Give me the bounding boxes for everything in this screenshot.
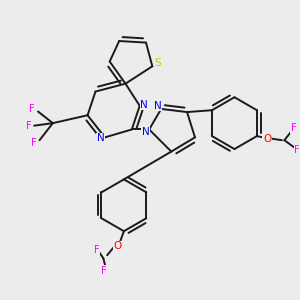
Text: S: S [155,58,161,68]
Text: F: F [291,123,297,133]
Text: F: F [31,138,37,148]
Text: F: F [294,145,300,155]
Text: F: F [101,266,107,276]
Text: O: O [263,134,271,144]
Text: N: N [142,127,149,137]
Text: N: N [97,133,104,143]
Text: F: F [29,104,35,114]
Text: N: N [154,101,161,111]
Text: F: F [26,121,31,131]
Text: F: F [94,244,99,254]
Text: O: O [113,242,122,251]
Text: N: N [140,100,148,110]
